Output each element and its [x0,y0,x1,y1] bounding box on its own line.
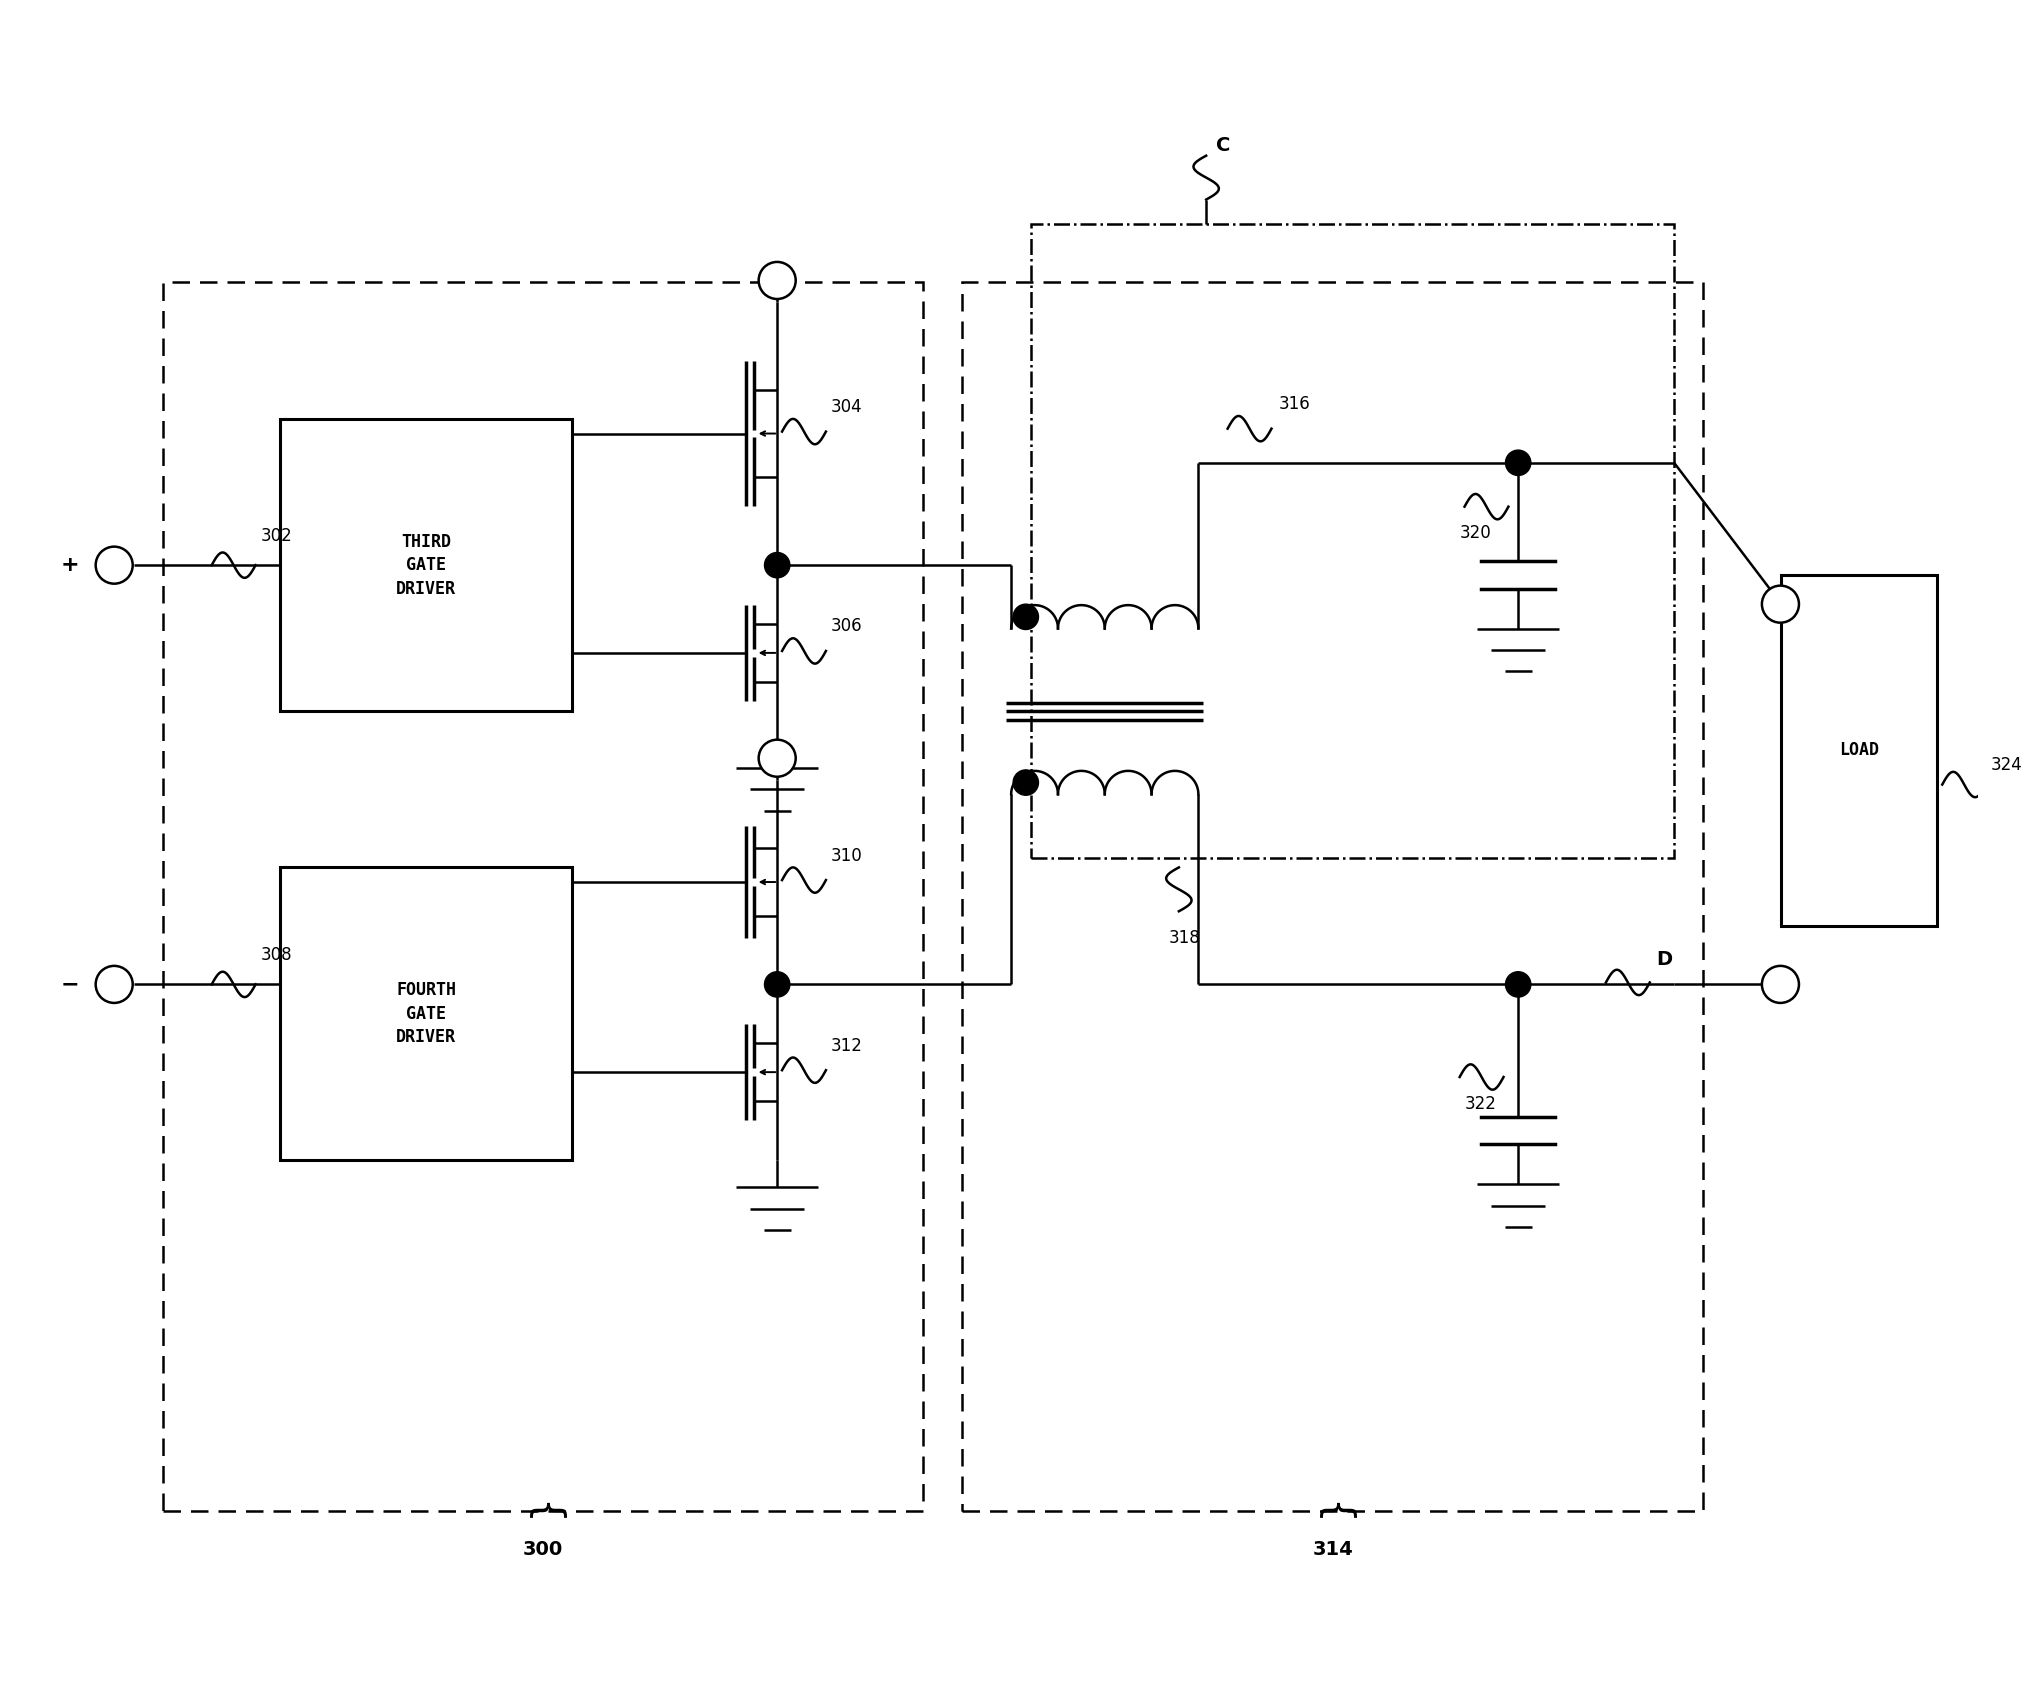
Bar [279,868,572,1160]
Circle shape [758,739,797,776]
Circle shape [764,552,791,577]
Bar [164,282,924,1511]
Circle shape [1761,966,1800,1003]
Bar [1781,576,1937,927]
Circle shape [95,966,133,1003]
Circle shape [758,262,797,299]
Text: −: − [61,974,79,994]
Text: {: { [524,1501,562,1526]
Circle shape [1506,972,1531,998]
Text: 322: 322 [1464,1096,1496,1112]
Circle shape [1013,604,1039,630]
Text: {: { [1314,1501,1353,1526]
Text: FOURTH
GATE
DRIVER: FOURTH GATE DRIVER [396,981,457,1047]
Text: LOAD: LOAD [1840,741,1878,760]
Text: 324: 324 [1992,756,2022,773]
Circle shape [764,972,791,998]
Circle shape [95,547,133,584]
Text: 302: 302 [261,527,293,545]
Text: 320: 320 [1460,523,1492,542]
Text: D: D [1656,950,1672,969]
Text: 310: 310 [831,847,863,864]
Text: THIRD
GATE
DRIVER: THIRD GATE DRIVER [396,532,457,598]
Bar [279,419,572,711]
Text: 306: 306 [831,618,863,635]
Text: 318: 318 [1169,928,1201,947]
Bar [1031,225,1674,858]
Text: 314: 314 [1312,1539,1353,1560]
Text: 312: 312 [831,1036,863,1055]
Circle shape [1761,586,1800,623]
Text: C: C [1215,135,1229,155]
Bar [962,282,1703,1511]
Text: +: + [61,555,79,576]
Circle shape [1013,770,1039,795]
Circle shape [1506,451,1531,476]
Text: 316: 316 [1278,395,1310,414]
Text: 300: 300 [524,1539,564,1560]
Text: 308: 308 [261,945,291,964]
Text: 304: 304 [831,398,863,415]
